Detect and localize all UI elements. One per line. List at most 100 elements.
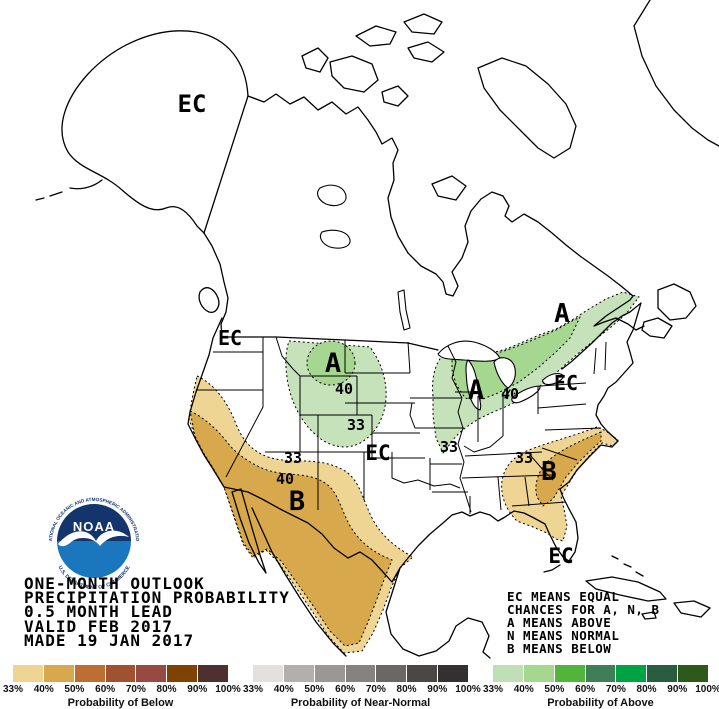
map-label-a: A (554, 299, 570, 329)
text-line: B MEANS BELOW (507, 641, 612, 656)
region-below-40-southwest (189, 410, 393, 647)
legend-tick-label: 40% (33, 684, 54, 695)
state-borders (196, 336, 607, 514)
legend-caption: Probability of Below (67, 697, 174, 709)
legend-tick-label: 40% (273, 684, 294, 695)
map-label-40: 40 (276, 470, 294, 488)
probability-regions (188, 291, 640, 654)
legend-color-segment (493, 665, 523, 682)
noaa-logo-wordmark: NOAA (73, 519, 115, 534)
text-line: A MEANS ABOVE (507, 615, 612, 630)
map-label-33: 33 (284, 449, 302, 467)
legend-tick-row: 33% 40% 50% 60% 70% 80% 90% 100% (483, 684, 719, 695)
legend-tick-label: 50% (304, 684, 325, 695)
coastlines (35, 0, 719, 659)
legend-color-bar (13, 665, 229, 682)
lake-erie (511, 385, 541, 404)
lake-great-bear (317, 184, 347, 207)
noaa-logo: NATIONAL OCEANIC AND ATMOSPHERIC ADMINIS… (0, 0, 142, 591)
legend-color-segment (678, 665, 709, 682)
map-label-b: B (289, 486, 305, 517)
legend-tick-row: 33% 40% 50% 60% 70% 80% 90% 100% (3, 684, 241, 695)
legend-color-bar (493, 665, 709, 682)
text-line: N MEANS NORMAL (507, 628, 620, 643)
legend-tick-label: 90% (187, 684, 208, 695)
noaa-seagull-icon (58, 530, 129, 547)
legend-color-bar (253, 665, 469, 682)
legend-caption: Probability of Near-Normal (290, 697, 431, 709)
legend-tick-label: 70% (605, 684, 626, 695)
legend-color-segment (43, 665, 74, 682)
lake-huron (493, 357, 516, 389)
map-label-b: B (541, 457, 557, 487)
legend-color-segment (253, 665, 283, 682)
region-above-33-northeast (432, 291, 640, 454)
canada-arctic-hudson (247, 93, 645, 331)
legend-color-segment (105, 665, 136, 682)
vancouver-island (198, 287, 220, 313)
legend-color-segment (407, 665, 438, 682)
legend-color-segment (13, 665, 43, 682)
map-title-block: ONE-MONTH OUTLOOK PRECIPITATION PROBABILI… (24, 575, 290, 650)
nova-scotia (641, 317, 673, 339)
arctic-islands (301, 13, 467, 201)
legend-color-segment (585, 665, 616, 682)
legend-probability-of-near-normal: 33% 40% 50% 60% 70% 80% 90% 100% Probability of… (243, 665, 481, 709)
legend-tick-label: 33% (482, 684, 504, 695)
legend-color-segment (283, 665, 314, 682)
mexico-outline (231, 488, 491, 659)
legend-tick-label: 33% (242, 684, 264, 695)
legend-color-segment (136, 665, 167, 682)
map-label-ec: EC (365, 441, 390, 465)
bc-coast (203, 232, 229, 338)
legend-color-segment (167, 665, 198, 682)
aleutians (35, 179, 103, 201)
legend-probability-of-above: 33% 40% 50% 60% 70% 80% 90% 100% Probability of… (483, 665, 719, 709)
legend-color-segment (523, 665, 554, 682)
legend-tick-label: 80% (396, 684, 417, 695)
map-label-ec: EC (548, 544, 573, 568)
alaska-canada-border (203, 95, 249, 234)
lake-ontario (542, 373, 565, 386)
region-below-40-southeast (535, 431, 602, 507)
legend-color-segment (198, 665, 229, 682)
text-line: MADE 19 JAN 2017 (24, 630, 195, 650)
legend-color-segment (345, 665, 376, 682)
legend-tick-label: 50% (544, 684, 565, 695)
text-line: CHANCES FOR A, N, B (507, 602, 660, 617)
map-label-33: 33 (347, 416, 365, 434)
text-line: PRECIPITATION PROBABILITY (24, 588, 290, 608)
noaa-ring-top-text: NATIONAL OCEANIC AND ATMOSPHERIC ADMINIS… (0, 0, 140, 542)
text-line: 0.5 MONTH LEAD (24, 602, 173, 622)
map-label-33: 33 (440, 438, 458, 456)
alaska-outline (61, 30, 249, 234)
map-label-33: 33 (515, 449, 533, 467)
legend-color-segment (616, 665, 647, 682)
legend-caption: Probability of Above (547, 697, 654, 709)
legend-tick-label: 100% (695, 684, 719, 695)
legend-tick-label: 90% (427, 684, 448, 695)
lake-great-slave (319, 229, 351, 249)
legend-tick-label: 90% (667, 684, 688, 695)
legend-tick-label: 33% (2, 684, 24, 695)
map-label-ec: EC (218, 326, 242, 350)
legend-color-segment (376, 665, 407, 682)
lake-winnipeg (397, 289, 411, 331)
newfoundland (657, 283, 697, 321)
legend-tick-label: 100% (215, 684, 241, 695)
legend-tick-label: 60% (575, 684, 596, 695)
legend-tick-label: 70% (125, 684, 146, 695)
legend-tick-label: 80% (636, 684, 657, 695)
legend-tick-label: 100% (455, 684, 481, 695)
map-label-a: A (325, 348, 341, 379)
legend-color-segment (647, 665, 678, 682)
map-label-40: 40 (335, 380, 353, 398)
caribbean-islands (543, 555, 711, 620)
legend-tick-label: 40% (513, 684, 534, 695)
legend-color-segment (74, 665, 105, 682)
legend-tick-label: 70% (365, 684, 386, 695)
legend-tick-row: 33% 40% 50% 60% 70% 80% 90% 100% (243, 684, 481, 695)
